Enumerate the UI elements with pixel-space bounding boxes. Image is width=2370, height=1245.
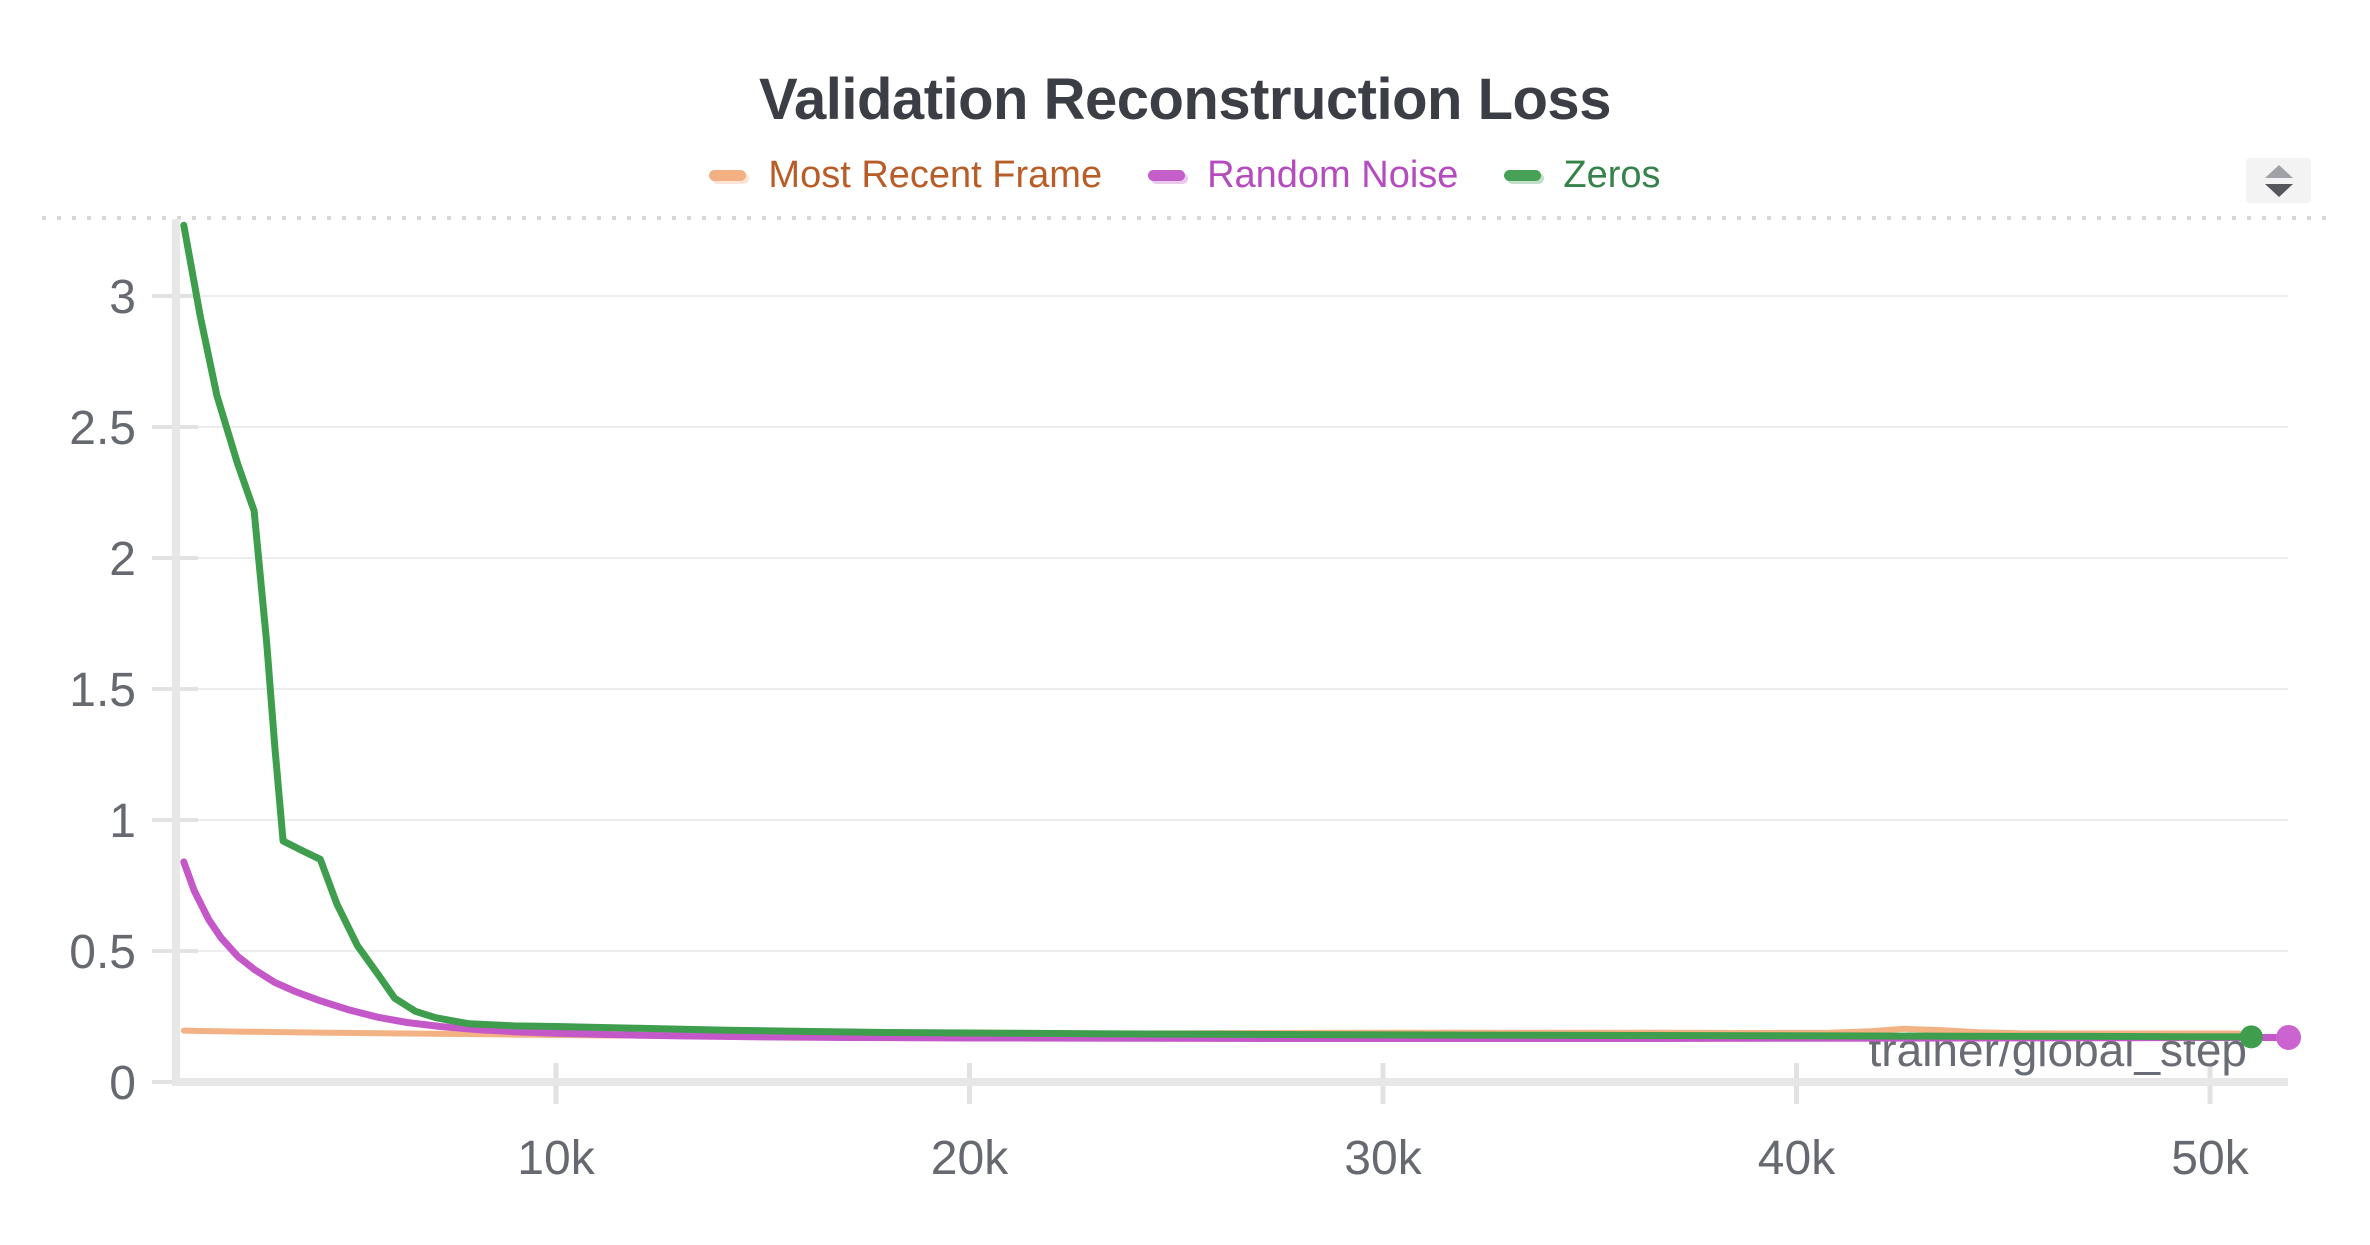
chart-title: Validation Reconstruction Loss xyxy=(759,67,1611,132)
series-end-dot-zeros xyxy=(2239,1025,2263,1049)
y-tick-label: 2 xyxy=(109,533,136,586)
panel-top-divider xyxy=(42,216,2332,220)
legend-swatch-icon xyxy=(709,170,747,181)
legend-item-zeros[interactable]: Zeros xyxy=(1504,154,1661,197)
y-tick-label: 0 xyxy=(109,1057,136,1110)
stepper-up-icon[interactable] xyxy=(2264,164,2293,178)
plot-area[interactable] xyxy=(172,219,2288,1086)
legend-item-random-noise[interactable]: Random Noise xyxy=(1148,154,1458,197)
x-tick-label: 40k xyxy=(1758,1132,1836,1185)
y-tick-label: 2.5 xyxy=(69,402,136,455)
series-line-zeros[interactable] xyxy=(180,221,2255,1041)
legend-label: Random Noise xyxy=(1207,154,1459,196)
x-tick-label: 50k xyxy=(2171,1132,2249,1185)
legend-label: Zeros xyxy=(1563,154,1661,196)
x-tick-label: 30k xyxy=(1344,1132,1422,1185)
y-tick-label: 1 xyxy=(109,795,136,848)
x-tick-label: 10k xyxy=(517,1132,595,1185)
legend-item-most-recent-frame[interactable]: Most Recent Frame xyxy=(709,154,1102,197)
y-tick-label: 0.5 xyxy=(69,926,136,979)
series-end-dot-random-noise xyxy=(2276,1024,2302,1050)
y-tick-label: 1.5 xyxy=(69,664,136,717)
panel-height-stepper[interactable] xyxy=(2246,158,2311,203)
stepper-down-icon[interactable] xyxy=(2264,183,2293,197)
legend-label: Most Recent Frame xyxy=(768,154,1103,196)
y-axis-line xyxy=(172,219,180,1086)
chart-legend: Most Recent Frame Random Noise Zeros xyxy=(0,154,2370,197)
y-tick-label: 3 xyxy=(109,271,136,324)
x-axis-line xyxy=(172,1078,2288,1086)
legend-swatch-icon xyxy=(1504,170,1542,181)
x-tick-label: 20k xyxy=(931,1132,1009,1185)
legend-swatch-icon xyxy=(1148,170,1186,181)
